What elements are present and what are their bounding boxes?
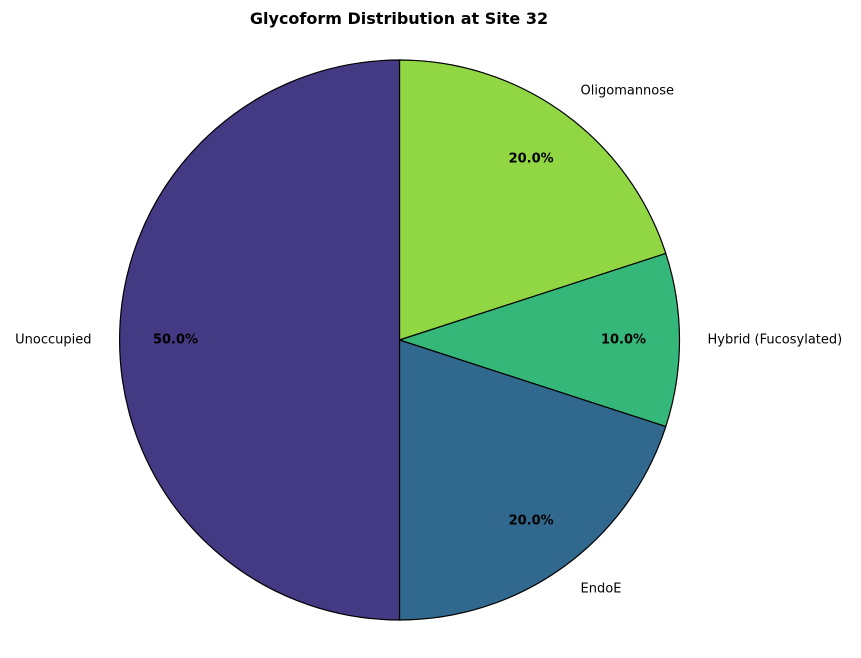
chart-title: Glycoform Distribution at Site 32 xyxy=(250,9,548,28)
pie-category-label: Unoccupied xyxy=(15,333,91,348)
pie-labels: 20.0% Oligomannose 10.0% Hybrid (Fucosylate… xyxy=(15,83,842,596)
pie-slices xyxy=(118,59,681,621)
pie-category-label: Hybrid (Fucosylated) xyxy=(708,333,843,348)
pie-slice-hybrid-fucosylated xyxy=(397,252,681,428)
pie-percent-label: 10.0% xyxy=(601,333,646,348)
pie-percent-label: 20.0% xyxy=(509,514,554,529)
pie-percent-label: 20.0% xyxy=(509,151,554,166)
pie-slice-unoccupied xyxy=(118,59,401,621)
pie-percent-label: 50.0% xyxy=(153,333,198,348)
pie-category-label: Oligomannose xyxy=(581,83,675,98)
pie-category-label: EndoE xyxy=(581,582,622,597)
pie-slice-endoe xyxy=(398,339,667,621)
pie-slice-oligomannose xyxy=(398,59,667,341)
